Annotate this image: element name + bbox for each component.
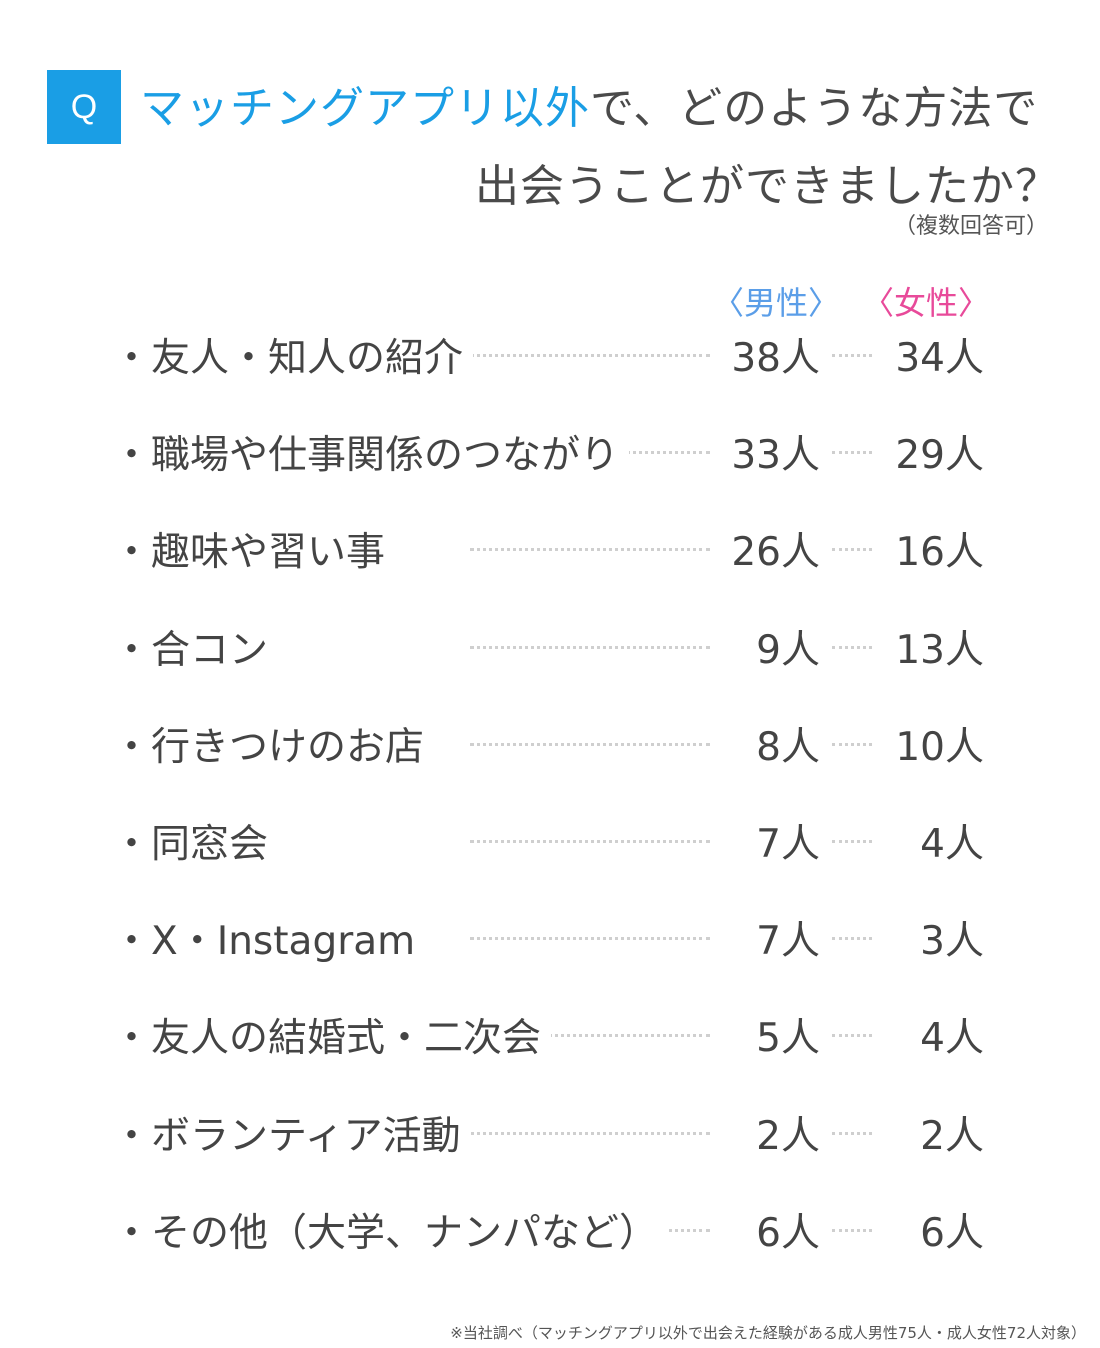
female-count: 10人 [887, 715, 984, 772]
female-count: 29人 [887, 424, 984, 481]
item-label: ・ボランティア活動 [112, 1104, 471, 1161]
dotted-leader [470, 742, 710, 746]
dotted-leader [832, 937, 872, 941]
dotted-leader [832, 840, 872, 843]
female-count: 16人 [887, 521, 984, 578]
dotted-leader [470, 937, 710, 941]
question-line2: 出会うことができましたか？ [475, 161, 1060, 212]
dotted-leader [470, 1034, 710, 1038]
female-count: 3人 [912, 910, 984, 967]
male-count: 6人 [748, 1201, 820, 1258]
list-item: ・同窓会 7人 4人 [0, 791, 1100, 887]
female-count: 34人 [887, 327, 984, 383]
item-label: ・X・Instagram [112, 910, 426, 967]
list-item: ・職場や仕事関係のつながり 33人 29人 [0, 402, 1100, 498]
multiple-answer-note: （複数回答可） [893, 214, 1048, 239]
list-item: ・行きつけのお店 8人 10人 [0, 694, 1100, 790]
dotted-leader [832, 451, 872, 455]
list-item: ・趣味や習い事 26人 16人 [0, 499, 1100, 595]
female-column-header: 〈女性〉 [862, 284, 991, 322]
male-count: 7人 [748, 813, 820, 869]
list-item: ・ボランティア活動 2人 2人 [0, 1083, 1100, 1179]
dotted-leader [470, 840, 710, 843]
item-label: ・行きつけのお店 [112, 715, 435, 772]
dotted-leader [832, 645, 872, 649]
male-count: 33人 [723, 424, 820, 481]
dotted-leader [832, 1228, 872, 1232]
question-highlight: マッチングアプリ以外 [140, 83, 590, 134]
dotted-leader [470, 1131, 710, 1135]
item-label: ・合コン [112, 618, 279, 675]
item-label: ・職場や仕事関係のつながり [112, 424, 630, 481]
list-item: ・友人の結婚式・二次会 5人 4人 [0, 985, 1100, 1081]
dotted-leader [832, 1131, 872, 1135]
list-item: ・友人・知人の紹介 38人 34人 [0, 305, 1100, 401]
list-item: ・合コン 9人 13人 [0, 597, 1100, 693]
male-count: 38人 [723, 327, 820, 383]
male-count: 5人 [748, 1007, 820, 1064]
female-count: 2人 [912, 1104, 984, 1161]
source-note: ※当社調べ（マッチングアプリ以外で出会えた経験がある成人男性75人・成人女性72… [450, 1324, 1086, 1342]
dotted-leader [832, 548, 872, 552]
male-count: 7人 [748, 910, 820, 967]
male-count: 2人 [748, 1104, 820, 1161]
dotted-leader [832, 1034, 872, 1038]
female-count: 6人 [912, 1201, 984, 1258]
item-label: ・その他（大学、ナンパなど） [112, 1201, 669, 1258]
female-count: 13人 [887, 618, 984, 675]
male-count: 26人 [723, 521, 820, 578]
question-text: マッチングアプリ以外で、どのような方法で 出会うことができましたか？ [140, 70, 1060, 226]
dotted-leader [832, 742, 872, 746]
dotted-leader [470, 354, 710, 357]
question-line1-rest: で、どのような方法で [590, 83, 1039, 134]
dotted-leader [470, 548, 710, 552]
list-item: ・その他（大学、ナンパなど） 6人 6人 [0, 1180, 1100, 1276]
male-count: 9人 [748, 618, 820, 675]
male-column-header: 〈男性〉 [712, 284, 841, 322]
male-count: 8人 [748, 715, 820, 772]
dotted-leader [832, 354, 872, 357]
item-label: ・趣味や習い事 [112, 521, 396, 578]
question-badge: Q [47, 70, 121, 144]
female-count: 4人 [912, 1007, 984, 1064]
female-count: 4人 [912, 813, 984, 869]
item-label: ・友人の結婚式・二次会 [112, 1007, 552, 1064]
list-item: ・X・Instagram 7人 3人 [0, 888, 1100, 984]
item-label: ・友人・知人の紹介 [112, 327, 474, 383]
item-label: ・同窓会 [112, 813, 279, 869]
dotted-leader [470, 645, 710, 649]
